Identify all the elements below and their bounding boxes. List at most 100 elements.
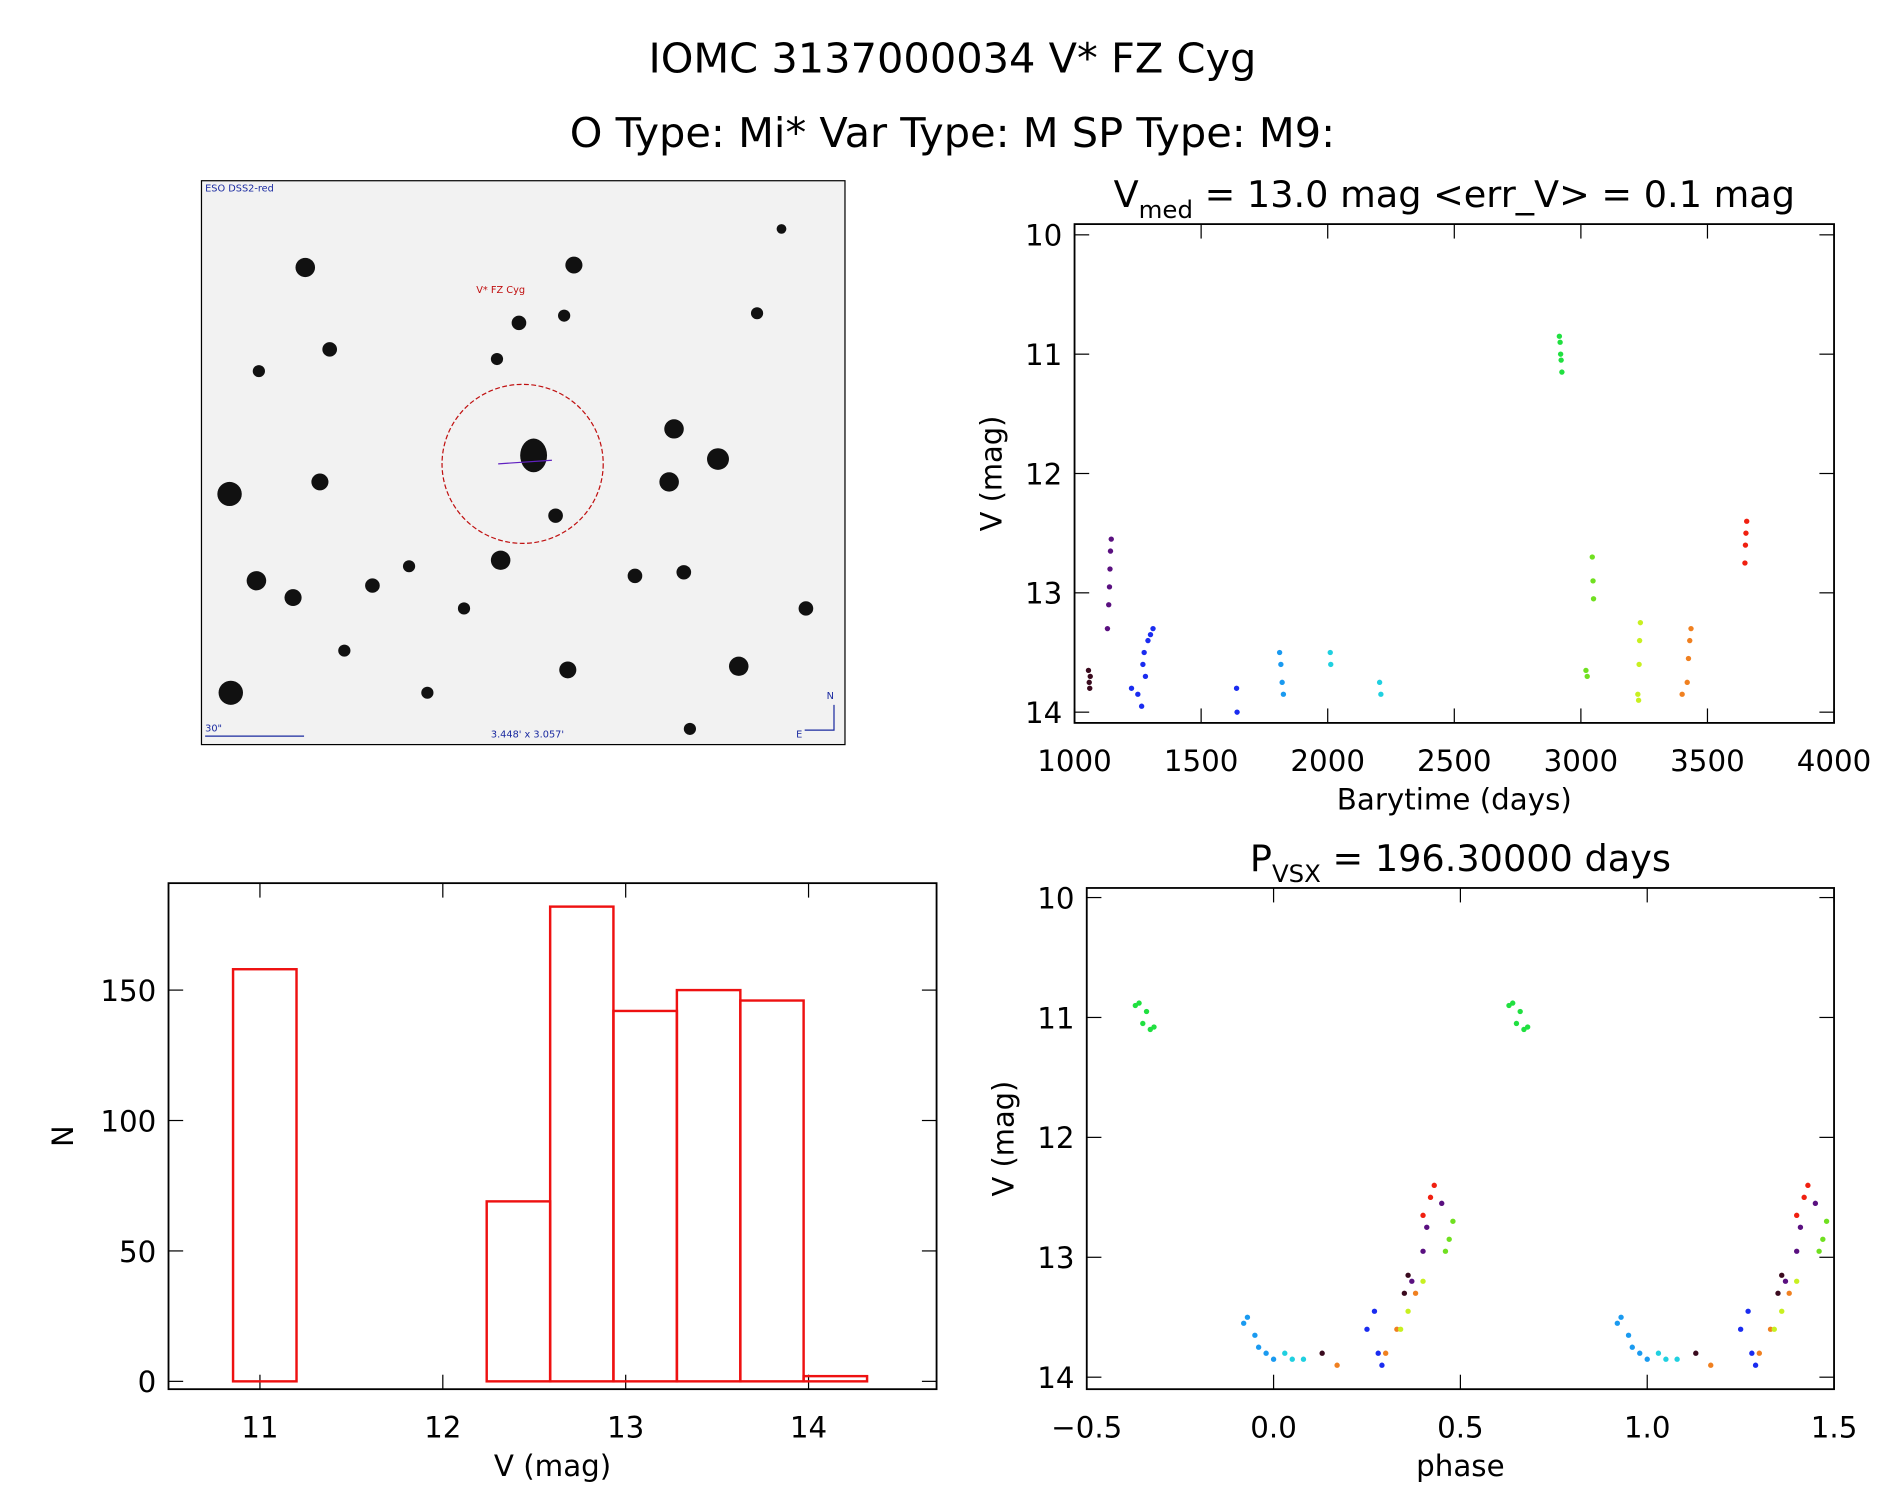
y-tick-label: 10: [1037, 882, 1074, 916]
x-tick-label: 14: [790, 1411, 827, 1445]
point: [1270, 1356, 1277, 1362]
point: [1558, 357, 1564, 363]
point: [1140, 1020, 1146, 1027]
point: [1618, 1314, 1624, 1320]
point: [1446, 1236, 1452, 1242]
bar: [231, 968, 298, 1383]
point: [1375, 1350, 1381, 1356]
point: [1087, 673, 1093, 680]
point: [1708, 1362, 1714, 1368]
point: [1405, 1308, 1411, 1314]
y-tick-label: 12: [1037, 1121, 1074, 1155]
y-tick-label: 13: [1025, 577, 1062, 611]
point: [1106, 602, 1112, 608]
point: [1382, 1350, 1389, 1356]
point: [1255, 1344, 1262, 1350]
y-tick-label: 14: [1025, 696, 1062, 730]
y-tick-label: 150: [100, 974, 156, 1008]
point: [1786, 1290, 1792, 1296]
title-part: VSX: [1272, 859, 1321, 888]
east-label: E: [796, 729, 802, 740]
point: [1376, 679, 1383, 685]
point: [1557, 351, 1564, 357]
point: [1655, 1350, 1662, 1356]
point: [1405, 1272, 1411, 1278]
point: [1431, 1182, 1437, 1188]
point: [1557, 339, 1563, 345]
point: [1745, 1308, 1751, 1314]
point: [1397, 1326, 1404, 1332]
point: [1556, 333, 1563, 339]
point: [1327, 649, 1333, 656]
point: [1779, 1272, 1785, 1278]
size-label: 3.448' x 3.057': [491, 729, 564, 740]
point: [1140, 661, 1146, 668]
point: [1142, 673, 1149, 680]
point: [1412, 1290, 1419, 1296]
point: [1614, 1320, 1621, 1326]
point: [1234, 709, 1240, 715]
point: [1409, 1278, 1415, 1284]
point: [1424, 1224, 1430, 1230]
figure-title: IOMC 3137000034 V* FZ Cyg: [648, 35, 1256, 83]
point: [1263, 1350, 1269, 1356]
north-label: N: [827, 691, 834, 702]
point: [1636, 637, 1643, 644]
point: [1629, 1344, 1635, 1350]
chart-title: PVSX = 196.30000 days: [1250, 837, 1671, 888]
point: [1625, 1332, 1632, 1338]
point: [1559, 369, 1565, 375]
x-tick-label: 3500: [1670, 744, 1745, 778]
point: [1663, 1356, 1669, 1362]
chart-title: Vmed = 13.0 mag <err_V> = 0.1 mag: [1114, 173, 1795, 224]
x-tick-label: 1500: [1164, 744, 1239, 778]
point: [1442, 1248, 1449, 1254]
point: [1742, 560, 1748, 566]
point: [1590, 578, 1596, 584]
title-part: V: [1114, 173, 1139, 216]
point: [1371, 1308, 1378, 1314]
point: [1771, 1326, 1777, 1332]
y-tick-label: 0: [138, 1365, 157, 1399]
point: [1420, 1248, 1426, 1254]
x-axis-label: Barytime (days): [1337, 783, 1572, 817]
title-part: P: [1250, 837, 1272, 880]
target-label: V* FZ Cyg: [476, 285, 525, 296]
x-axis-label: V (mag): [494, 1449, 611, 1483]
x-tick-label: 1.5: [1811, 1411, 1858, 1445]
point: [1233, 685, 1240, 691]
point: [1276, 649, 1283, 656]
point: [1674, 1356, 1680, 1362]
point: [1107, 566, 1113, 572]
bar: [548, 905, 615, 1383]
x-tick-label: 12: [424, 1411, 461, 1445]
stars: [217, 224, 814, 735]
y-tick-label: 11: [1037, 1001, 1074, 1035]
point: [1635, 691, 1641, 697]
point: [1756, 1350, 1763, 1356]
plot-frame: [1073, 223, 1835, 724]
point: [1328, 661, 1334, 668]
title-part: = 196.30000 days: [1321, 837, 1671, 880]
target-circle: [441, 383, 604, 544]
point: [1319, 1350, 1325, 1356]
x-tick-label: 0.0: [1250, 1411, 1297, 1445]
title-part: med: [1139, 195, 1193, 224]
bar: [802, 1374, 869, 1383]
point: [1775, 1290, 1781, 1296]
point: [1779, 1308, 1785, 1314]
point: [1138, 703, 1145, 709]
point: [1584, 673, 1590, 680]
point: [1805, 1182, 1811, 1188]
point: [1280, 691, 1287, 697]
point: [1289, 1356, 1295, 1362]
point: [1679, 691, 1685, 697]
point: [1635, 697, 1642, 703]
point: [1141, 649, 1147, 656]
sky-image: ESO DSS2-red V* FZ Cyg 30" 3.448' x 3.05…: [200, 180, 846, 746]
point: [1147, 631, 1154, 638]
x-tick-label: 2000: [1290, 744, 1365, 778]
survey-label: ESO DSS2-red: [205, 184, 274, 195]
point: [1135, 691, 1141, 697]
